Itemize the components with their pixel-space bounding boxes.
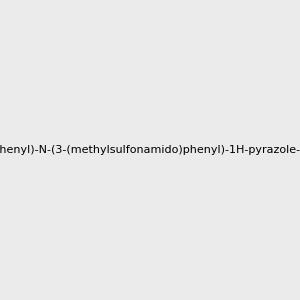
Text: 5-(2-methoxyphenyl)-N-(3-(methylsulfonamido)phenyl)-1H-pyrazole-3-carboxamide: 5-(2-methoxyphenyl)-N-(3-(methylsulfonam… [0, 145, 300, 155]
